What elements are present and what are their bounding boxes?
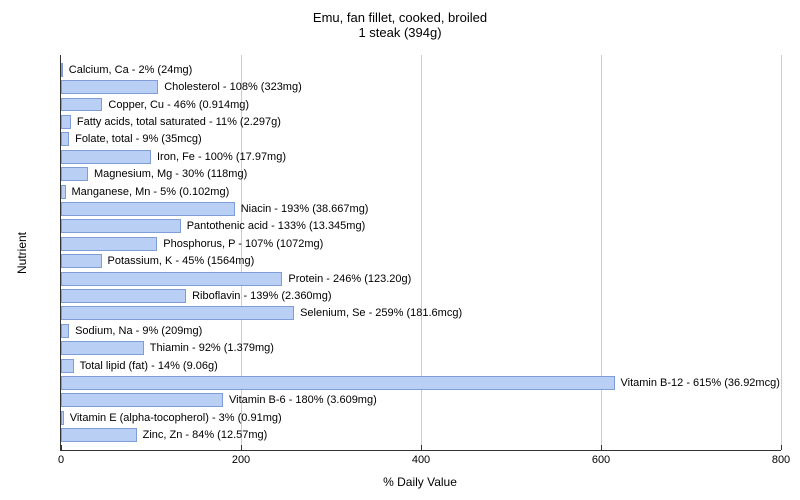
chart-title-line2: 1 steak (394g) (0, 25, 800, 40)
bar-label: Riboflavin - 139% (2.360mg) (192, 290, 331, 302)
bar-label: Vitamin B-12 - 615% (36.92mcg) (621, 377, 780, 389)
bar (61, 132, 69, 146)
bar-label: Niacin - 193% (38.667mg) (241, 203, 369, 215)
bars-group: Calcium, Ca - 2% (24mg) Cholesterol - 108… (61, 61, 781, 444)
bar-label: Calcium, Ca - 2% (24mg) (69, 64, 192, 76)
bar-row: Niacin - 193% (38.667mg) (61, 200, 781, 217)
bar (61, 185, 66, 199)
bar (61, 80, 158, 94)
bar-row: Manganese, Mn - 5% (0.102mg) (61, 183, 781, 200)
bar-label: Iron, Fe - 100% (17.97mg) (157, 151, 286, 163)
bar-row: Sodium, Na - 9% (209mg) (61, 322, 781, 339)
bar-label: Sodium, Na - 9% (209mg) (75, 325, 202, 337)
bar-label: Fatty acids, total saturated - 11% (2.29… (77, 116, 281, 128)
bar-row: Zinc, Zn - 84% (12.57mg) (61, 427, 781, 444)
bar-row: Vitamin B-6 - 180% (3.609mg) (61, 392, 781, 409)
bar-label: Vitamin B-6 - 180% (3.609mg) (229, 394, 377, 406)
bar-label: Manganese, Mn - 5% (0.102mg) (72, 186, 230, 198)
x-tick-mark (601, 445, 602, 450)
chart-title-line1: Emu, fan fillet, cooked, broiled (0, 10, 800, 25)
chart-title-block: Emu, fan fillet, cooked, broiled 1 steak… (0, 10, 800, 40)
bar-row: Fatty acids, total saturated - 11% (2.29… (61, 113, 781, 130)
bar-row: Magnesium, Mg - 30% (118mg) (61, 165, 781, 182)
x-tick-label: 0 (58, 454, 64, 466)
bar (61, 254, 102, 268)
bar-label: Copper, Cu - 46% (0.914mg) (108, 99, 249, 111)
bar (61, 219, 181, 233)
bar (61, 289, 186, 303)
bar-label: Thiamin - 92% (1.379mg) (150, 342, 274, 354)
x-tick-label: 600 (592, 454, 610, 466)
bar-row: Riboflavin - 139% (2.360mg) (61, 287, 781, 304)
plot-area: Calcium, Ca - 2% (24mg) Cholesterol - 108… (60, 55, 781, 451)
bar (61, 98, 102, 112)
bar (61, 428, 137, 442)
bar-row: Pantothenic acid - 133% (13.345mg) (61, 218, 781, 235)
x-tick-mark (781, 445, 782, 450)
bar-row: Protein - 246% (123.20g) (61, 270, 781, 287)
bar-label: Potassium, K - 45% (1564mg) (108, 255, 255, 267)
x-tick-label: 400 (412, 454, 430, 466)
bar (61, 393, 223, 407)
bar (61, 63, 63, 77)
bar-label: Pantothenic acid - 133% (13.345mg) (187, 220, 366, 232)
bar-row: Selenium, Se - 259% (181.6mcg) (61, 305, 781, 322)
bar (61, 306, 294, 320)
x-tick-mark (61, 445, 62, 450)
bar-label: Selenium, Se - 259% (181.6mcg) (300, 307, 462, 319)
bar-row: Calcium, Ca - 2% (24mg) (61, 61, 781, 78)
bar (61, 376, 615, 390)
bar-row: Phosphorus, P - 107% (1072mg) (61, 235, 781, 252)
bar-label: Phosphorus, P - 107% (1072mg) (163, 238, 323, 250)
bar (61, 341, 144, 355)
x-tick-label: 200 (232, 454, 250, 466)
bar (61, 167, 88, 181)
bar-row: Folate, total - 9% (35mcg) (61, 131, 781, 148)
bar-row: Copper, Cu - 46% (0.914mg) (61, 96, 781, 113)
x-tick-label: 800 (772, 454, 790, 466)
bar-row: Iron, Fe - 100% (17.97mg) (61, 148, 781, 165)
bar (61, 202, 235, 216)
bar-label: Vitamin E (alpha-tocopherol) - 3% (0.91m… (70, 412, 282, 424)
bar (61, 150, 151, 164)
bar-label: Protein - 246% (123.20g) (288, 273, 411, 285)
bar-label: Folate, total - 9% (35mcg) (75, 133, 202, 145)
x-tick-mark (421, 445, 422, 450)
bar-label: Magnesium, Mg - 30% (118mg) (94, 168, 247, 180)
chart-container: Emu, fan fillet, cooked, broiled 1 steak… (0, 0, 800, 500)
y-axis-label: Nutrient (15, 231, 29, 273)
bar (61, 359, 74, 373)
bar (61, 411, 64, 425)
bar-row: Vitamin B-12 - 615% (36.92mcg) (61, 374, 781, 391)
bar-label: Cholesterol - 108% (323mg) (164, 81, 302, 93)
bar-row: Vitamin E (alpha-tocopherol) - 3% (0.91m… (61, 409, 781, 426)
bar-row: Total lipid (fat) - 14% (9.06g) (61, 357, 781, 374)
bar-row: Potassium, K - 45% (1564mg) (61, 252, 781, 269)
bar-label: Total lipid (fat) - 14% (9.06g) (80, 360, 218, 372)
bar (61, 272, 282, 286)
bar-row: Thiamin - 92% (1.379mg) (61, 340, 781, 357)
bar (61, 237, 157, 251)
bar-row: Cholesterol - 108% (323mg) (61, 78, 781, 95)
x-tick-mark (241, 445, 242, 450)
bar (61, 115, 71, 129)
x-axis-label: % Daily Value (383, 475, 457, 489)
bar (61, 324, 69, 338)
gridline (781, 55, 782, 450)
bar-label: Zinc, Zn - 84% (12.57mg) (143, 429, 268, 441)
